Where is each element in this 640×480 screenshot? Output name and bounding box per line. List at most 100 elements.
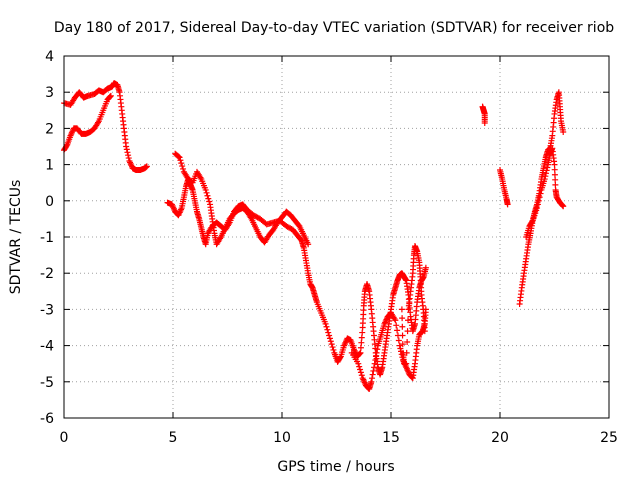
data-point <box>63 142 70 149</box>
data-point <box>202 186 209 193</box>
data-point <box>398 306 405 313</box>
y-tick-label: -3 <box>40 302 54 318</box>
data-point <box>392 317 399 324</box>
data-point <box>203 189 210 196</box>
data-point <box>358 339 365 346</box>
data-point <box>123 146 130 153</box>
data-point <box>107 92 114 99</box>
data-point <box>551 171 558 178</box>
data-point <box>176 154 183 161</box>
data-point <box>529 218 536 225</box>
data-point <box>206 198 213 205</box>
data-point <box>330 346 337 353</box>
data-point <box>551 166 558 173</box>
y-tick-label: -2 <box>40 266 54 282</box>
data-point <box>357 369 364 376</box>
x-tick-label: 10 <box>273 430 291 446</box>
data-point <box>369 371 376 378</box>
data-point <box>355 360 362 367</box>
grid <box>64 56 609 418</box>
data-point <box>337 354 344 361</box>
data-point <box>404 338 411 345</box>
data-point <box>536 194 543 201</box>
data-point <box>422 264 429 271</box>
data-point <box>356 363 363 370</box>
data-point <box>399 323 406 330</box>
data-point <box>124 149 131 156</box>
data-point <box>357 349 364 356</box>
data-point <box>394 327 401 334</box>
data-point <box>328 341 335 348</box>
data-point <box>359 329 366 336</box>
y-tick-label: -1 <box>40 230 54 246</box>
data-point <box>537 190 544 197</box>
data-point <box>325 329 332 336</box>
data-point <box>180 165 187 172</box>
data-point <box>393 322 400 329</box>
data-point <box>372 357 379 364</box>
data-point <box>204 192 211 199</box>
data-point <box>543 167 550 174</box>
x-tick-label: 0 <box>60 430 69 446</box>
data-point <box>358 372 365 379</box>
data-point <box>535 197 542 204</box>
data-point <box>324 326 331 333</box>
data-point <box>544 164 551 171</box>
data-point <box>371 360 378 367</box>
data-point <box>534 205 541 212</box>
data-point <box>327 338 334 345</box>
data-point <box>329 344 336 351</box>
y-tick-label: 4 <box>45 49 54 65</box>
data-point <box>395 337 402 344</box>
y-tick-label: -6 <box>40 411 54 427</box>
data-point <box>372 353 379 360</box>
data-point <box>143 163 150 170</box>
data-point <box>399 315 406 322</box>
data-point <box>403 360 410 367</box>
data-point <box>560 203 567 210</box>
x-tick-label: 15 <box>382 430 400 446</box>
data-point <box>403 349 410 356</box>
data-point <box>369 375 376 382</box>
data-point <box>534 201 541 208</box>
data-point <box>370 364 377 371</box>
data-point <box>178 160 185 167</box>
y-tick-label: 2 <box>45 121 54 137</box>
x-tick-label: 5 <box>169 430 178 446</box>
x-tick-label: 20 <box>491 430 509 446</box>
data-point <box>305 241 312 248</box>
data-point <box>326 332 333 339</box>
y-tick-label: 0 <box>45 194 54 210</box>
data-point <box>399 332 406 339</box>
data-point <box>551 161 558 168</box>
data-point <box>542 170 549 177</box>
y-tick-label: -5 <box>40 375 54 391</box>
chart-title: Day 180 of 2017, Sidereal Day-to-day VTE… <box>54 20 614 36</box>
y-tick-label: -4 <box>40 339 54 355</box>
data-point <box>560 129 567 136</box>
y-tick-label: 1 <box>45 158 54 174</box>
data-point <box>504 201 511 208</box>
data-point <box>397 345 404 352</box>
x-axis-label: GPS time / hours <box>277 459 394 475</box>
data-point <box>125 155 132 162</box>
data-point <box>405 317 412 324</box>
y-axis-label: SDTVAR / TECUs <box>8 180 24 295</box>
data-point <box>552 181 559 188</box>
data-point <box>357 366 364 373</box>
data-point <box>374 346 381 353</box>
data-point <box>326 335 333 342</box>
data-point <box>179 163 186 170</box>
data-point <box>370 367 377 374</box>
data-point <box>404 328 411 335</box>
data-point <box>358 334 365 341</box>
axis-ticks: 0 5 10 15 20 25 -6 -5 -4 -3 -2 -1 0 1 2 3 4 <box>40 49 618 446</box>
data-point <box>175 153 182 160</box>
data-point <box>559 202 566 209</box>
data-point <box>396 342 403 349</box>
data-point <box>421 328 428 335</box>
x-tick-label: 25 <box>600 430 618 446</box>
data-point <box>481 119 488 126</box>
data-point <box>368 378 375 385</box>
